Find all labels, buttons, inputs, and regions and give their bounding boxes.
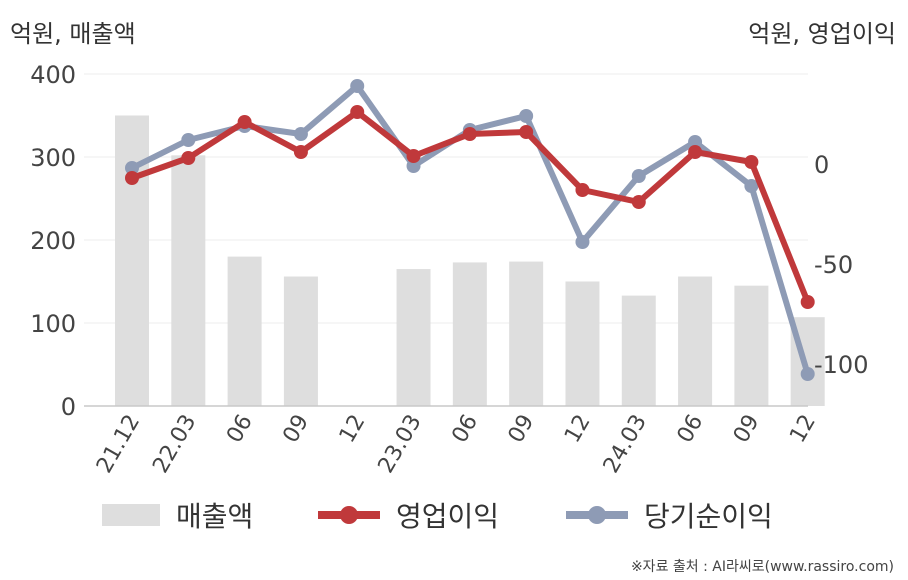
operating-profit-point — [350, 105, 365, 119]
operating-profit-point — [125, 171, 139, 185]
left-tick-label: 100 — [30, 310, 76, 338]
revenue-bar — [283, 276, 318, 406]
net-income-point — [181, 133, 196, 147]
net-income-point — [631, 169, 646, 183]
right-tick-label: -100 — [814, 351, 868, 379]
x-tick-label: 09 — [729, 411, 765, 448]
operating-profit-point — [293, 145, 308, 159]
x-tick-label: 22.03 — [148, 411, 201, 478]
x-tick-label: 24.03 — [599, 411, 652, 478]
x-tick-label: 12 — [785, 411, 821, 448]
left-axis-unit: 억원, 매출액 — [10, 20, 136, 48]
net-income-point — [744, 179, 759, 193]
revenue-bar — [621, 295, 656, 406]
net-income-point — [406, 159, 421, 173]
operating-profit-point — [462, 127, 477, 141]
right-tick-label: 0 — [814, 151, 829, 179]
right-tick-label: -50 — [814, 251, 853, 279]
operating-profit-point — [688, 145, 703, 159]
revenue-bar — [227, 256, 262, 406]
net-income-point — [519, 109, 534, 123]
operating-profit-point — [800, 295, 815, 309]
revenue-bar — [171, 155, 206, 406]
operating-profit-point — [181, 151, 196, 165]
x-tick-label: 12 — [560, 411, 596, 448]
net-income-point — [688, 135, 703, 149]
x-tick-label: 09 — [278, 411, 314, 448]
x-tick-label: 21.12 — [92, 411, 145, 478]
revenue-swatch — [102, 504, 160, 526]
right-axis-ticks: 0 -50 -100 — [814, 151, 868, 379]
left-tick-label: 400 — [30, 61, 76, 89]
legend-label-revenue: 매출액 — [176, 500, 254, 533]
left-axis-ticks: 0 100 200 300 400 — [30, 61, 76, 421]
revenue-bar — [678, 276, 713, 406]
legend-item-operating-profit: 영업이익 — [318, 490, 499, 540]
operating-profit-point — [575, 183, 590, 197]
x-tick-label: 06 — [447, 411, 483, 448]
profit-lines — [125, 79, 815, 381]
revenue-bar — [565, 281, 600, 406]
operating-profit-point — [519, 125, 534, 139]
left-tick-label: 300 — [30, 144, 76, 172]
net-income-swatch — [566, 504, 628, 526]
operating-profit-point — [631, 195, 646, 209]
x-tick-label: 06 — [222, 411, 258, 448]
operating-profit-swatch — [318, 504, 380, 526]
right-axis-unit: 억원, 영업이익 — [748, 20, 896, 48]
x-tick-label: 23.03 — [374, 411, 427, 478]
legend: 매출액 영업이익 당기순이익 — [0, 490, 908, 540]
x-tick-label: 09 — [504, 411, 540, 448]
x-tick-label: 06 — [673, 411, 709, 448]
net-income-point — [125, 161, 139, 175]
legend-item-net-income: 당기순이익 — [566, 490, 773, 540]
x-tick-label: 12 — [335, 411, 371, 448]
revenue-bar — [734, 285, 769, 406]
revenue-bar — [509, 261, 544, 406]
operating-profit-point — [406, 149, 421, 163]
net-income-point — [575, 235, 590, 249]
revenue-bar — [452, 262, 487, 406]
net-income-point — [350, 79, 365, 93]
source-credit: ※자료 출처 : AI라씨로(www.rassiro.com) — [630, 559, 894, 575]
legend-label-operating-profit: 영업이익 — [396, 500, 500, 533]
net-income-point — [800, 367, 815, 381]
x-axis-ticks: 21.12 22.03 06 09 12 23.03 06 09 12 24.03 06 09 12 — [92, 411, 821, 478]
legend-item-revenue: 매출액 — [102, 490, 253, 540]
operating-profit-point — [744, 155, 759, 169]
left-tick-label: 200 — [30, 227, 76, 255]
net-income-point — [293, 127, 308, 141]
legend-label-net-income: 당기순이익 — [644, 500, 773, 533]
left-tick-label: 0 — [61, 393, 76, 421]
revenue-bar — [396, 269, 431, 406]
operating-profit-point — [237, 115, 252, 129]
